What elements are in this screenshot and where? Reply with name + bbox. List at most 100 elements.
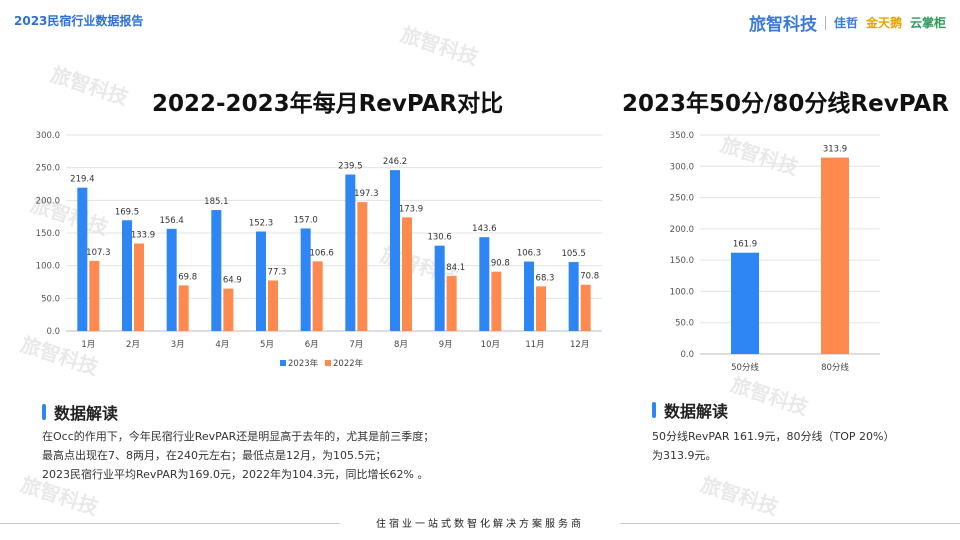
data-label-2023: 239.5 — [338, 162, 362, 172]
insight-line: 50分线RevPAR 161.9元，80分线（TOP 20%） — [652, 430, 895, 443]
heading-accent-bar — [42, 404, 46, 420]
y-tick-label: 0.0 — [46, 327, 60, 337]
data-label-2022: 68.3 — [536, 273, 555, 283]
footer-line-right — [620, 523, 960, 524]
bar-2022 — [536, 286, 546, 331]
y-tick-label: 50.0 — [41, 294, 60, 304]
insight-line: 2023民宿行业平均RevPAR为169.0元，2022年为104.3元，同比增… — [42, 468, 429, 481]
left-insight-heading: 数据解读 — [42, 400, 118, 424]
y-tick-label: 50.0 — [675, 319, 694, 329]
data-label-2023: 185.1 — [204, 197, 228, 207]
bar-2022 — [357, 202, 368, 331]
logo-jiazhe: 佳哲 — [833, 16, 858, 30]
watermark: 旅智科技 — [727, 372, 812, 420]
bar-2023 — [568, 262, 579, 331]
data-label-2022: 107.3 — [86, 248, 110, 258]
bar-2023 — [122, 220, 132, 331]
data-label-2022: 69.8 — [178, 272, 197, 282]
score-line-chart-title: 2023年50分/80分线RevPAR — [622, 91, 949, 117]
watermark: 旅智科技 — [17, 332, 102, 380]
data-label-2023: 143.6 — [472, 224, 496, 234]
y-tick-label: 300.0 — [670, 162, 694, 172]
y-tick-label: 0.0 — [680, 350, 694, 360]
x-tick-label: 8月 — [394, 340, 408, 350]
partner-logos: 旅智科技 佳哲 金天鹅 云掌柜 — [749, 10, 946, 35]
bar-2022 — [312, 261, 323, 331]
right-insight-heading: 数据解读 — [652, 398, 728, 422]
report-title: 2023民宿行业数据报告 — [14, 14, 144, 28]
data-label-2022: 70.8 — [580, 272, 599, 282]
y-tick-label: 350.0 — [670, 131, 694, 141]
bar-50-line — [731, 252, 759, 354]
data-label-2022: 133.9 — [131, 231, 155, 241]
bar-2022 — [178, 285, 189, 331]
heading-text: 数据解读 — [54, 404, 119, 423]
y-tick-label: 100.0 — [36, 262, 60, 272]
bar-2022 — [134, 243, 144, 331]
bar-2022 — [446, 276, 457, 331]
x-tick-label: 80分线 — [821, 362, 849, 373]
data-label-2022: 84.1 — [446, 263, 465, 273]
logo-jintiane: 金天鹅 — [865, 16, 902, 30]
watermark: 旅智科技 — [397, 22, 482, 70]
bar-80-line — [821, 157, 849, 354]
logo-lvzhi: 旅智科技 — [748, 15, 817, 35]
watermark: 旅智科技 — [27, 192, 112, 240]
insight-line: 为313.9元。 — [652, 449, 717, 462]
insight-line: 在Occ的作用下，今年民宿行业RevPAR还是明显高于去年的，尤其是前三季度； — [42, 430, 435, 443]
y-tick-label: 150.0 — [670, 256, 694, 266]
data-label: 161.9 — [733, 240, 757, 250]
data-label-2022: 106.6 — [309, 248, 333, 258]
data-label-2023: 246.2 — [383, 157, 407, 167]
footer: 住宿业一站式数智化解决方案服务商 — [0, 512, 960, 532]
heading-accent-bar — [652, 402, 656, 418]
bar-2023 — [300, 228, 311, 331]
data-label-2023: 169.5 — [115, 207, 139, 217]
data-label: 313.9 — [823, 145, 847, 155]
footer-tagline: 住宿业一站式数智化解决方案服务商 — [370, 519, 590, 530]
data-label-2022: 197.3 — [354, 189, 378, 199]
legend-label-2023: 2023年 — [288, 358, 319, 369]
bar-2022 — [223, 288, 234, 331]
watermark: 旅智科技 — [377, 242, 462, 290]
bar-2022 — [491, 271, 502, 331]
bar-2023 — [479, 237, 490, 331]
data-label-2023: 152.3 — [249, 218, 273, 228]
right-insight-text: 50分线RevPAR 161.9元，80分线（TOP 20%） 为313.9元。 — [652, 427, 894, 465]
x-tick-label: 6月 — [305, 340, 319, 350]
x-tick-label: 3月 — [171, 340, 185, 350]
legend-swatch-2023 — [280, 360, 286, 366]
monthly-chart-title: 2022-2023年每月RevPAR对比 — [152, 91, 504, 117]
y-tick-label: 300.0 — [36, 131, 60, 141]
bar-2023 — [345, 174, 356, 331]
logo-yunzhanggui: 云掌柜 — [909, 16, 946, 30]
bar-2023 — [211, 210, 222, 331]
x-tick-label: 2月 — [126, 340, 140, 350]
legend-swatch-2022 — [325, 360, 331, 366]
footer-line-left — [0, 523, 340, 524]
y-tick-label: 200.0 — [670, 225, 694, 235]
data-label-2023: 130.6 — [427, 233, 451, 243]
watermark: 旅智科技 — [717, 132, 802, 180]
y-tick-label: 250.0 — [36, 164, 60, 174]
logo-divider — [824, 15, 826, 30]
bar-2023 — [390, 170, 400, 331]
data-label-2023: 219.4 — [70, 175, 94, 185]
x-tick-label: 9月 — [439, 340, 453, 350]
y-tick-label: 200.0 — [36, 196, 60, 206]
bar-2023 — [77, 187, 88, 331]
x-tick-label: 7月 — [349, 340, 363, 350]
heading-text: 数据解读 — [664, 402, 729, 421]
data-label-2023: 105.5 — [561, 249, 585, 259]
bar-2023 — [256, 231, 266, 331]
y-tick-label: 100.0 — [670, 287, 694, 297]
bar-2023 — [524, 261, 534, 331]
x-tick-label: 10月 — [481, 340, 500, 350]
x-tick-label: 11月 — [525, 340, 544, 350]
x-tick-label: 50分线 — [731, 362, 759, 373]
legend-label-2022: 2022年 — [333, 358, 364, 369]
data-label-2022: 173.9 — [399, 204, 423, 214]
footer-tagline-wrap: 住宿业一站式数智化解决方案服务商 — [0, 515, 960, 530]
data-label-2022: 90.8 — [491, 259, 510, 269]
bar-2023 — [434, 245, 445, 331]
